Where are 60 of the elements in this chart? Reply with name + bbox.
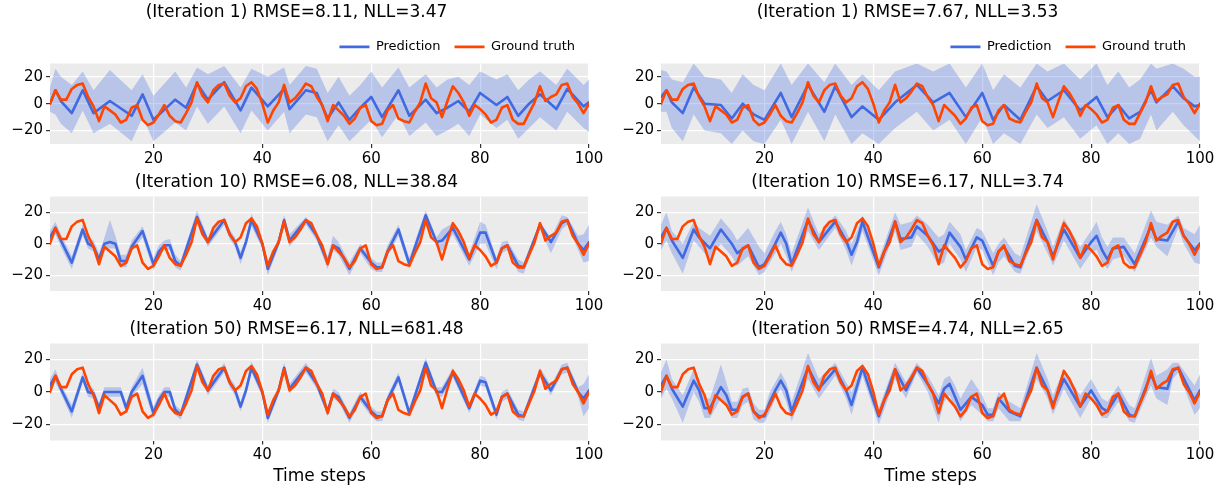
x-tick-label: 60 [361, 445, 381, 464]
y-tick-label: 20 [23, 202, 43, 221]
y-tick-label: 20 [23, 66, 43, 85]
x-tick-label: 40 [863, 295, 883, 314]
x-tick-label: 40 [863, 148, 883, 167]
x-tick-label: 60 [361, 295, 381, 314]
chart-title: (Iteration 10) RMSE=6.08, NLL=38.84 [134, 170, 459, 191]
chart-title: (Iteration 1) RMSE=8.11, NLL=3.47 [145, 0, 448, 21]
x-tick-label: 80 [470, 445, 490, 464]
legend-label: Prediction [986, 38, 1052, 54]
y-tick-label: 0 [644, 233, 654, 252]
chart-title: (Iteration 50) RMSE=4.74, NLL=2.65 [751, 317, 1064, 338]
x-tick-label: 100 [574, 445, 604, 464]
x-axis-title: Time steps [883, 465, 977, 486]
y-tick-label: 20 [634, 349, 654, 368]
x-tick-label: 40 [252, 445, 272, 464]
y-tick-label: −20 [11, 120, 43, 139]
y-tick-label: −20 [622, 414, 654, 433]
x-tick-label: 20 [143, 445, 163, 464]
x-tick-label: 100 [1185, 445, 1215, 464]
x-tick-label: 80 [1081, 295, 1101, 314]
x-tick-label: 20 [143, 148, 163, 167]
y-tick-label: 0 [644, 93, 654, 112]
y-tick-label: 0 [33, 381, 43, 400]
x-tick-label: 40 [252, 295, 272, 314]
y-tick-label: 0 [33, 93, 43, 112]
x-tick-label: 20 [754, 445, 774, 464]
y-tick-label: −20 [11, 414, 43, 433]
x-tick-label: 60 [972, 148, 992, 167]
chart-title: (Iteration 1) RMSE=7.67, NLL=3.53 [756, 0, 1059, 21]
x-tick-label: 20 [143, 295, 163, 314]
y-tick-label: 20 [23, 349, 43, 368]
x-tick-label: 60 [972, 295, 992, 314]
x-tick-label: 80 [1081, 148, 1101, 167]
x-tick-label: 20 [754, 148, 774, 167]
x-tick-label: 60 [361, 148, 381, 167]
y-tick-label: 0 [644, 381, 654, 400]
legend-label: Ground truth [491, 38, 575, 54]
x-tick-label: 100 [574, 295, 604, 314]
y-tick-label: 20 [634, 202, 654, 221]
legend-label: Ground truth [1102, 38, 1186, 54]
y-tick-label: −20 [622, 120, 654, 139]
x-tick-label: 80 [470, 148, 490, 167]
x-tick-label: 80 [1081, 445, 1101, 464]
chart-title: (Iteration 10) RMSE=6.17, NLL=3.74 [751, 170, 1064, 191]
y-tick-label: −20 [622, 265, 654, 284]
y-tick-label: −20 [11, 265, 43, 284]
x-axis-title: Time steps [272, 465, 366, 486]
x-tick-label: 100 [1185, 148, 1215, 167]
y-tick-label: 0 [33, 233, 43, 252]
x-tick-label: 100 [574, 148, 604, 167]
x-tick-label: 40 [252, 148, 272, 167]
legend-label: Prediction [375, 38, 441, 54]
chart-title: (Iteration 50) RMSE=6.17, NLL=681.48 [129, 317, 464, 338]
y-tick-label: 20 [634, 66, 654, 85]
x-tick-label: 60 [972, 445, 992, 464]
x-tick-label: 20 [754, 295, 774, 314]
x-tick-label: 80 [470, 295, 490, 314]
x-tick-label: 40 [863, 445, 883, 464]
x-tick-label: 100 [1185, 295, 1215, 314]
